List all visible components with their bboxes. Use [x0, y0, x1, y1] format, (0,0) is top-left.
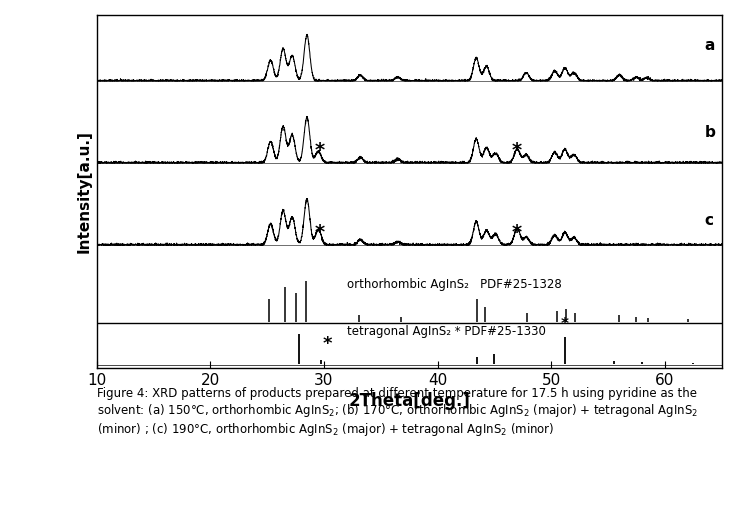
Text: *: *	[315, 223, 324, 242]
Text: b: b	[705, 125, 716, 140]
X-axis label: 2Theta[deg.]: 2Theta[deg.]	[348, 392, 470, 410]
Text: *: *	[315, 141, 324, 160]
Text: *: *	[323, 335, 332, 353]
Text: a: a	[705, 38, 715, 53]
Text: Figure 4: XRD patterns of products prepared at different temperature for 17.5 h : Figure 4: XRD patterns of products prepa…	[97, 387, 698, 439]
Text: orthorhombic AgInS₂   PDF#25-1328: orthorhombic AgInS₂ PDF#25-1328	[347, 278, 562, 291]
Text: c: c	[705, 213, 713, 228]
Text: *: *	[561, 317, 569, 332]
Y-axis label: Intensity[a.u.]: Intensity[a.u.]	[76, 130, 92, 253]
Text: tetragonal AgInS₂ * PDF#25-1330: tetragonal AgInS₂ * PDF#25-1330	[347, 325, 545, 338]
Text: *: *	[512, 141, 522, 160]
Text: *: *	[512, 223, 522, 242]
